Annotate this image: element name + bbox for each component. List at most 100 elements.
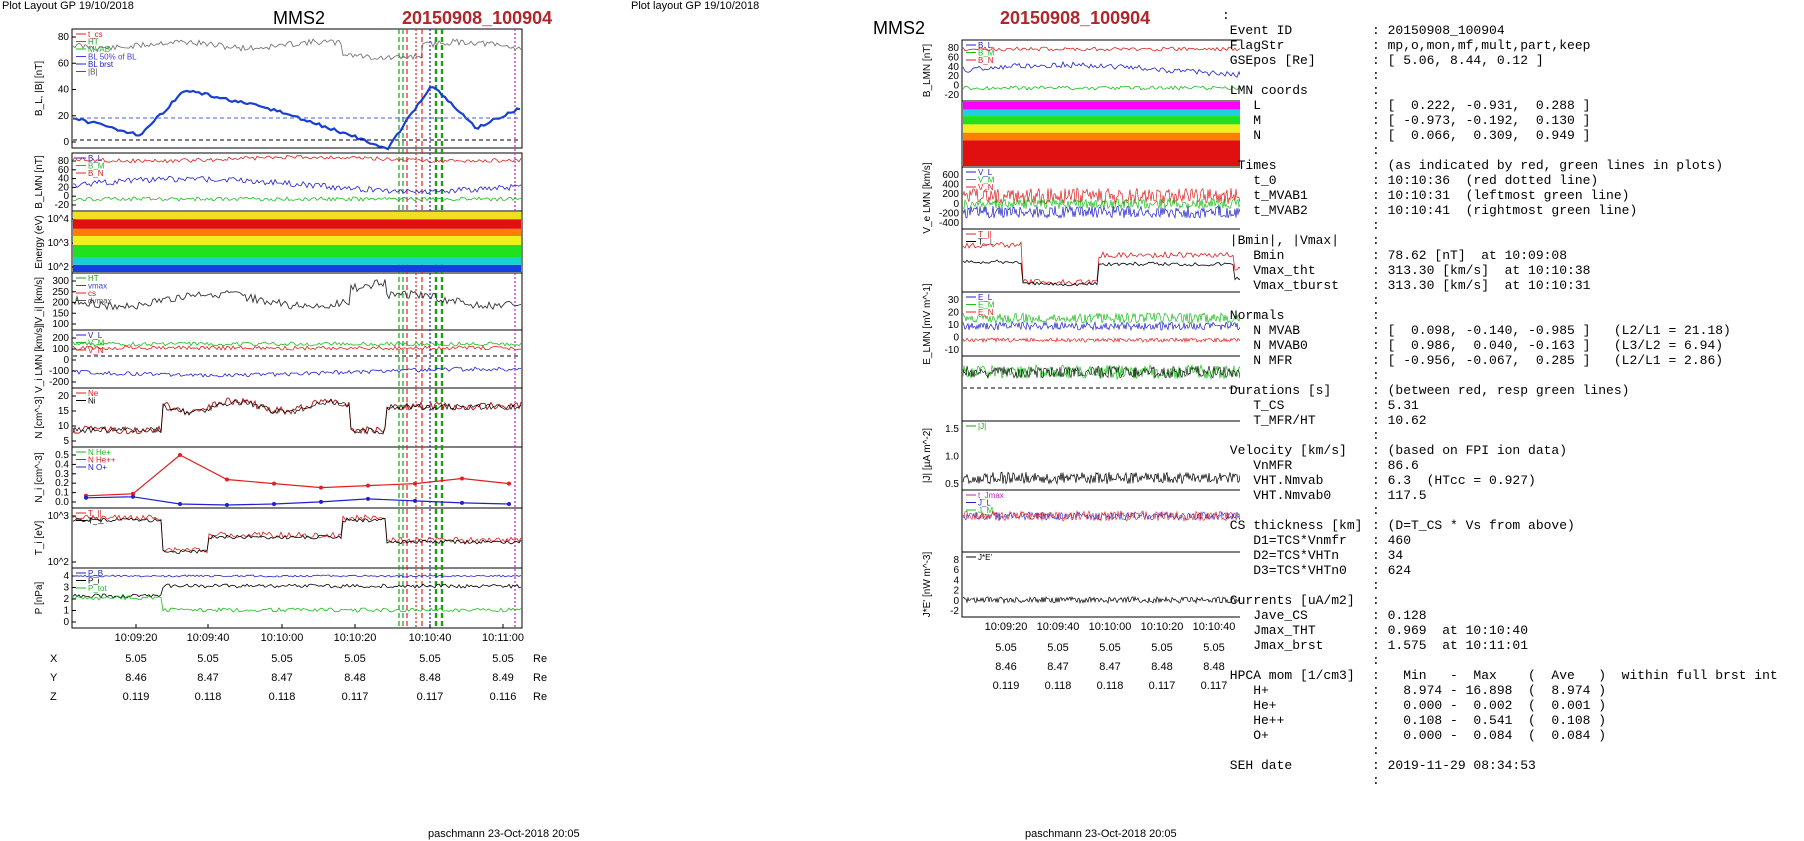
info-row: N : [ 0.066, 0.309, 0.949 ] [1222, 128, 1778, 143]
middle-panel-9-ylabel: J*E' [nW m^-3] [922, 552, 933, 618]
middle-table-cell: 0.117 [1201, 680, 1228, 692]
left-panel-1-absB-trace [72, 38, 522, 61]
middle-panel-5-tick-label: 30 [948, 295, 960, 306]
left-table-cell: 5.05 [492, 653, 513, 665]
left-table-cell: 8.47 [271, 672, 292, 684]
info-row: : [1222, 68, 1778, 83]
info-row: t_0: 10:10:36 (red dotted line) [1222, 173, 1778, 188]
info-value: : [1372, 653, 1380, 668]
info-value: : [1372, 293, 1380, 308]
middle-panel-1-tick-label: 80 [948, 43, 960, 54]
info-value: : [1372, 743, 1380, 758]
info-row: : [1222, 368, 1778, 383]
left-table-cell: 0.117 [342, 691, 369, 703]
left-time-tick-label: 10:11:00 [482, 632, 524, 644]
info-value: : 2019-11-29 08:34:53 [1372, 758, 1536, 773]
middle-table-cell: 0.119 [993, 680, 1020, 692]
middle-panel-9-tick-label: 4 [953, 575, 959, 586]
left-panel-7-legend-label: N He+ [88, 448, 111, 457]
info-row: L: [ 0.222, -0.931, 0.288 ] [1222, 98, 1778, 113]
info-value: : [1372, 308, 1380, 323]
middle-spectrogram-band [963, 116, 1240, 125]
middle-table-cell: 0.118 [1097, 680, 1124, 692]
middle-table-cell: 5.05 [1203, 642, 1224, 654]
left-panel-6-frame [71, 387, 523, 448]
middle-panel-1-ylabel: B_LMN [nT] [922, 44, 933, 98]
middle-panel-3-tick-label: -400 [939, 218, 959, 229]
info-key: Bmin [1222, 248, 1285, 263]
info-key: GSEpos [Re] [1222, 53, 1316, 68]
left-panel-4-tick-label: 300 [52, 276, 69, 287]
left-panel-5-VL-trace [72, 345, 522, 351]
middle-panel-7-tick-label: 1.5 [945, 424, 959, 435]
left-panel-7-HePP-line [85, 454, 510, 497]
middle-panel-8-legend-label: J_L [978, 499, 991, 508]
left-panel-9-tick-label: 3 [63, 583, 69, 594]
info-key: CS thickness [km] [1222, 518, 1363, 533]
left-panel-4-ylabel: |V_i| [km/s] [34, 277, 45, 326]
info-key: HPCA mom [1/cm3] [1222, 668, 1355, 683]
info-row: t_MVAB1: 10:10:31 (leftmost green line) [1222, 188, 1778, 203]
middle-panel-3-legend-label: V_N [978, 183, 994, 192]
left-panel-7-ylabel: N_i [cm^-3] [34, 452, 45, 502]
middle-table-cell: 5.05 [1151, 642, 1172, 654]
info-value: : 6.3 (HTcc = 0.927) [1372, 473, 1536, 488]
info-key: D2=TCS*VHTn [1222, 548, 1340, 563]
left-panel-1-tick-label: 60 [58, 58, 70, 69]
left-table-cell: 5.05 [125, 653, 146, 665]
info-row: N MFR: [ -0.956, -0.067, 0.285 ] (L2/L1 … [1222, 353, 1778, 368]
left-panel-5-tick-label: 0 [63, 355, 69, 366]
info-value: : [1372, 368, 1380, 383]
left-panel-6-legend-label: Ne [88, 389, 99, 398]
left-time-tick-label: 10:10:00 [261, 632, 304, 644]
info-key: Jave_CS [1222, 608, 1308, 623]
info-row: T_CS: 5.31 [1222, 398, 1778, 413]
left-panel-6-Ni-trace [72, 398, 522, 435]
info-key: N MVAB0 [1222, 338, 1308, 353]
left-panel-2-tick-label: 80 [58, 156, 70, 167]
info-key: VnMFR [1222, 458, 1293, 473]
middle-spectrogram-band [963, 140, 1240, 166]
middle-panel-4-frame [961, 228, 1240, 293]
left-panel-5-frame [71, 329, 523, 389]
info-key: Vmax_tht [1222, 263, 1316, 278]
left-panel-8-tick-label: 10^3 [48, 511, 70, 522]
left-panel-2-tick-label: -20 [55, 200, 70, 211]
middle-panel-4-legend-label: T_⊥ [978, 238, 994, 247]
middle-panel-9-tick-label: 0 [953, 596, 959, 607]
info-value: : [ 0.066, 0.309, 0.949 ] [1372, 128, 1591, 143]
middle-panel-5-legend-label: E_L [978, 293, 993, 302]
left-panel-2-tick-label: 60 [58, 165, 70, 176]
info-value: : 5.31 [1372, 398, 1419, 413]
left-time-tick-label: 10:09:40 [187, 632, 230, 644]
left-panel-2-BM-trace [72, 196, 522, 202]
info-key: Jmax_THT [1222, 623, 1316, 638]
info-value: : [1372, 593, 1380, 608]
middle-panel-5-legend-label: E_N [978, 308, 994, 317]
info-row: : [1222, 503, 1778, 518]
info-value: : [ -0.956, -0.067, 0.285 ] (L2/L1 = 2.8… [1372, 353, 1724, 368]
left-table-cell: 0.118 [195, 691, 222, 703]
info-key: N [1222, 128, 1262, 143]
middle-panel-8-legend-label: J_M [978, 506, 993, 515]
left-panel-2-frame [71, 152, 523, 212]
info-row: : [1222, 653, 1778, 668]
left-table-cell: 8.48 [344, 672, 365, 684]
left-panel-4-tick-label: 200 [52, 298, 69, 309]
info-row: : [1222, 8, 1778, 23]
info-row: VnMFR: 86.6 [1222, 458, 1778, 473]
left-panel-3-tick-label: 10^3 [48, 238, 70, 249]
middle-panel-9-tick-label: -2 [950, 606, 959, 617]
info-value: : (D=T_CS * Vs from above) [1372, 518, 1575, 533]
left-panel-2-legend-label: B_N [88, 169, 104, 178]
left-table-row-unit: Re [533, 653, 547, 665]
info-key: Event ID [1222, 23, 1293, 38]
left-panel-8-legend-label: T_⊥ [88, 517, 104, 526]
info-value: : [1372, 428, 1380, 443]
left-table-row-label: Y [50, 672, 58, 684]
info-key: t_0 [1222, 173, 1277, 188]
middle-panel-8-legend-label: t_Jmax [978, 491, 1004, 500]
left-table-cell: 8.46 [125, 672, 146, 684]
left-panel-4-legend-label: HT [88, 274, 99, 283]
left-spectrogram-band [73, 257, 521, 265]
